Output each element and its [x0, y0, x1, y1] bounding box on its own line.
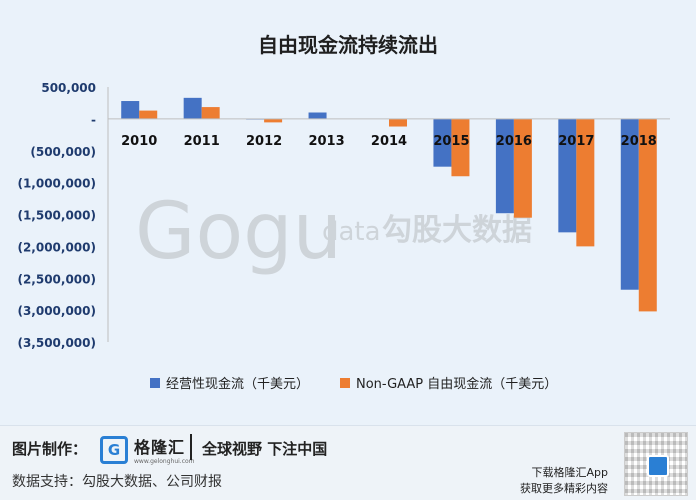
- logo-cn: 格隆汇: [134, 438, 186, 457]
- qr-code-icon[interactable]: [624, 432, 688, 496]
- y-tick-label: (1,500,000): [17, 209, 96, 223]
- x-tick-label: 2017: [558, 134, 594, 149]
- bar-fcf-2012: [264, 118, 283, 123]
- bar-operating-2016: [495, 118, 514, 214]
- y-tick-label: (500,000): [30, 145, 96, 159]
- bar-fcf-2015: [451, 118, 470, 177]
- y-tick-label: 500,000: [41, 81, 96, 95]
- chart-title: 自由现金流持续流出: [258, 33, 438, 57]
- bar-operating-2010: [121, 101, 140, 119]
- y-tick-label: (2,000,000): [17, 240, 96, 254]
- y-tick-label: (3,500,000): [17, 336, 96, 350]
- gogu-data-watermark: Gogu data 勾股大数据: [135, 187, 532, 277]
- legend-label: 经营性现金流（千美元）: [166, 376, 309, 392]
- x-tick-label: 2018: [621, 134, 657, 149]
- logo-g-icon: G: [100, 435, 128, 464]
- footer: 图片制作： G 格隆汇 www.gelonghui.com 全球视野 下注中国 …: [0, 425, 696, 500]
- legend-swatch: [150, 378, 160, 388]
- x-axis-labels: 2010 2011 2012 2013 2014 2015 2016 2017 2018: [121, 134, 657, 149]
- x-tick-label: 2014: [371, 134, 407, 149]
- legend-label: Non-GAAP 自由现金流（千美元）: [356, 376, 557, 392]
- footer-divider: [190, 434, 192, 460]
- bar-operating-2011: [183, 97, 202, 119]
- chart-area: 自由现金流持续流出 Gogu data 勾股大数据 500,000 - (500,0…: [17, 33, 670, 392]
- watermark-cn: 勾股大数据: [382, 213, 532, 248]
- bar-operating-2017: [558, 118, 577, 233]
- legend: 经营性现金流（千美元） Non-GAAP 自由现金流（千美元）: [150, 376, 557, 392]
- bar-fcf-2010: [139, 110, 158, 119]
- x-tick-label: 2016: [496, 134, 532, 149]
- made-by-label: 图片制作：: [12, 440, 88, 458]
- y-axis: 500,000 - (500,000) (1,000,000) (1,500,000) (…: [17, 81, 670, 350]
- x-tick-label: 2011: [184, 134, 220, 149]
- slogan: 全球视野 下注中国: [202, 440, 328, 458]
- bar-operating-2013: [308, 112, 327, 119]
- y-tick-label: -: [91, 113, 96, 127]
- y-tick-label: (1,000,000): [17, 177, 96, 191]
- y-tick-label: (2,500,000): [17, 272, 96, 286]
- bar-operating-2018: [620, 118, 639, 290]
- gelonghui-logo: G 格隆汇 www.gelonghui.com: [100, 434, 195, 465]
- watermark-brand: Gogu: [135, 187, 342, 277]
- bar-operating-2015: [433, 118, 452, 167]
- bar-fcf-2018: [638, 118, 657, 312]
- download-line-2: 获取更多精彩内容: [520, 482, 608, 495]
- x-tick-label: 2013: [308, 134, 344, 149]
- legend-swatch: [340, 378, 350, 388]
- x-tick-label: 2012: [246, 134, 282, 149]
- bar-fcf-2011: [201, 107, 220, 119]
- bar-fcf-2014: [389, 118, 407, 127]
- bar-fcf-2017: [576, 118, 595, 247]
- x-tick-label: 2010: [121, 134, 157, 149]
- watermark-small: data: [322, 217, 381, 247]
- download-line-1: 下载格隆汇App: [531, 466, 609, 479]
- x-tick-label: 2015: [433, 134, 469, 149]
- bars-group: [121, 97, 657, 312]
- y-tick-label: (3,000,000): [17, 304, 96, 318]
- data-source: 数据支持：勾股大数据、公司财报: [12, 474, 222, 490]
- logo-en: www.gelonghui.com: [134, 458, 195, 465]
- bar-fcf-2016: [513, 118, 532, 218]
- cash-flow-bar-chart: 自由现金流持续流出 Gogu data 勾股大数据 500,000 - (500,0…: [17, 33, 670, 392]
